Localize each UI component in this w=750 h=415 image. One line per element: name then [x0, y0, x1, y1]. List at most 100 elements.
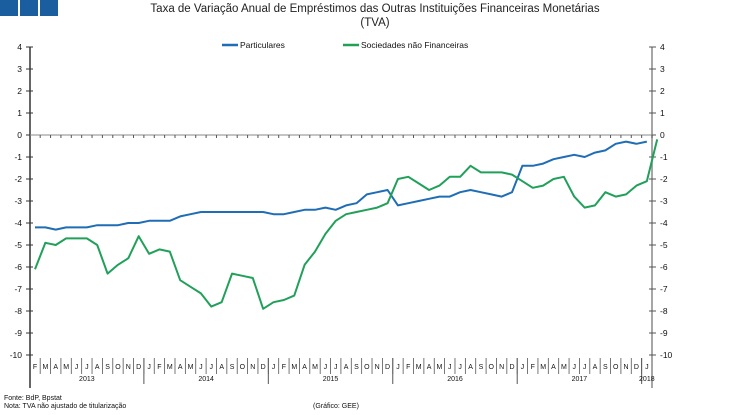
chart-subtitle: (TVA): [360, 17, 390, 29]
y-tick-label-right: 1: [660, 108, 665, 118]
month-label: N: [126, 364, 131, 371]
month-label: S: [603, 364, 608, 371]
month-label: M: [291, 364, 297, 371]
month-label: N: [624, 364, 629, 371]
month-label: M: [561, 364, 567, 371]
y-tick-label-right: 0: [660, 130, 665, 140]
month-label: M: [167, 364, 173, 371]
month-label: A: [468, 364, 473, 371]
month-label: M: [416, 364, 422, 371]
y-tick-label-right: 3: [660, 64, 665, 74]
month-label: A: [219, 364, 224, 371]
month-label: J: [583, 364, 587, 371]
month-label: A: [302, 364, 307, 371]
month-label: D: [136, 364, 141, 371]
y-tick-label-left: -6: [14, 262, 22, 272]
month-label: N: [499, 364, 504, 371]
month-label: A: [344, 364, 349, 371]
series-line-1: [34, 139, 659, 310]
year-label: 2015: [323, 376, 339, 383]
y-tick-label-right: -9: [660, 328, 668, 338]
month-label: M: [63, 364, 69, 371]
month-label: F: [282, 364, 286, 371]
month-label: F: [157, 364, 161, 371]
y-tick-label-left: -7: [14, 284, 22, 294]
month-label: A: [551, 364, 556, 371]
y-tick-label-right: -10: [660, 350, 673, 360]
y-tick-label-right: -2: [660, 174, 668, 184]
month-label: J: [334, 364, 338, 371]
y-tick-label-right: -3: [660, 196, 668, 206]
month-label: D: [634, 364, 639, 371]
y-tick-label-right: -8: [660, 306, 668, 316]
month-label: J: [210, 364, 214, 371]
month-label: J: [85, 364, 89, 371]
month-label: F: [531, 364, 535, 371]
footer-note: Nota: TVA não ajustado de titularização: [4, 403, 127, 410]
month-label: A: [427, 364, 432, 371]
chart-title: Taxa de Variação Anual de Empréstimos da…: [150, 3, 600, 15]
y-tick-label-left: -10: [10, 350, 23, 360]
y-tick-label-left: -5: [14, 240, 22, 250]
y-tick-label-left: -2: [14, 174, 22, 184]
y-tick-label-right: 4: [660, 42, 665, 52]
month-label: S: [230, 364, 235, 371]
footer-credit: (Gráfico: GEE): [313, 403, 359, 410]
month-label: M: [188, 364, 194, 371]
month-label: J: [396, 364, 400, 371]
y-tick-label-right: -7: [660, 284, 668, 294]
month-label: O: [364, 364, 370, 371]
month-label: D: [385, 364, 390, 371]
series-line-0: [35, 140, 648, 231]
month-label: D: [509, 364, 514, 371]
month-label: F: [406, 364, 410, 371]
logo-block: [40, 0, 58, 16]
y-tick-label-right: -1: [660, 152, 668, 162]
month-label: O: [613, 364, 619, 371]
y-tick-label-left: -8: [14, 306, 22, 316]
year-label: 2017: [572, 376, 588, 383]
y-tick-label-right: -4: [660, 218, 668, 228]
logo-block: [20, 0, 38, 16]
month-label: O: [115, 364, 121, 371]
month-label: J: [199, 364, 203, 371]
y-tick-label-left: 4: [17, 42, 22, 52]
month-label: M: [540, 364, 546, 371]
y-tick-label-left: 1: [17, 108, 22, 118]
month-label: J: [572, 364, 576, 371]
year-label: 2014: [198, 376, 214, 383]
month-label: A: [178, 364, 183, 371]
chart-title-block: Taxa de Variação Anual de Empréstimos da…: [0, 2, 750, 30]
month-label: J: [645, 364, 649, 371]
month-label: A: [593, 364, 598, 371]
logo-block: [0, 0, 18, 16]
y-tick-label-left: -1: [14, 152, 22, 162]
month-label: F: [33, 364, 37, 371]
year-label: 2018: [639, 376, 655, 383]
y-tick-label-left: -4: [14, 218, 22, 228]
month-label: M: [312, 364, 318, 371]
y-tick-label-right: 2: [660, 86, 665, 96]
legend-label: Sociedades não Financeiras: [361, 40, 468, 50]
y-tick-label-left: -9: [14, 328, 22, 338]
month-label: J: [147, 364, 151, 371]
y-tick-label-left: 3: [17, 64, 22, 74]
month-label: M: [42, 364, 48, 371]
month-label: S: [354, 364, 359, 371]
y-tick-label-left: 2: [17, 86, 22, 96]
month-label: S: [105, 364, 110, 371]
month-label: J: [272, 364, 276, 371]
month-label: J: [448, 364, 452, 371]
year-label: 2016: [447, 376, 463, 383]
y-tick-label-left: -3: [14, 196, 22, 206]
y-tick-label-right: -5: [660, 240, 668, 250]
month-label: M: [437, 364, 443, 371]
y-tick-label-left: 0: [17, 130, 22, 140]
month-label: J: [521, 364, 525, 371]
month-label: O: [240, 364, 246, 371]
month-label: D: [261, 364, 266, 371]
month-label: N: [375, 364, 380, 371]
month-label: J: [458, 364, 462, 371]
month-label: N: [250, 364, 255, 371]
